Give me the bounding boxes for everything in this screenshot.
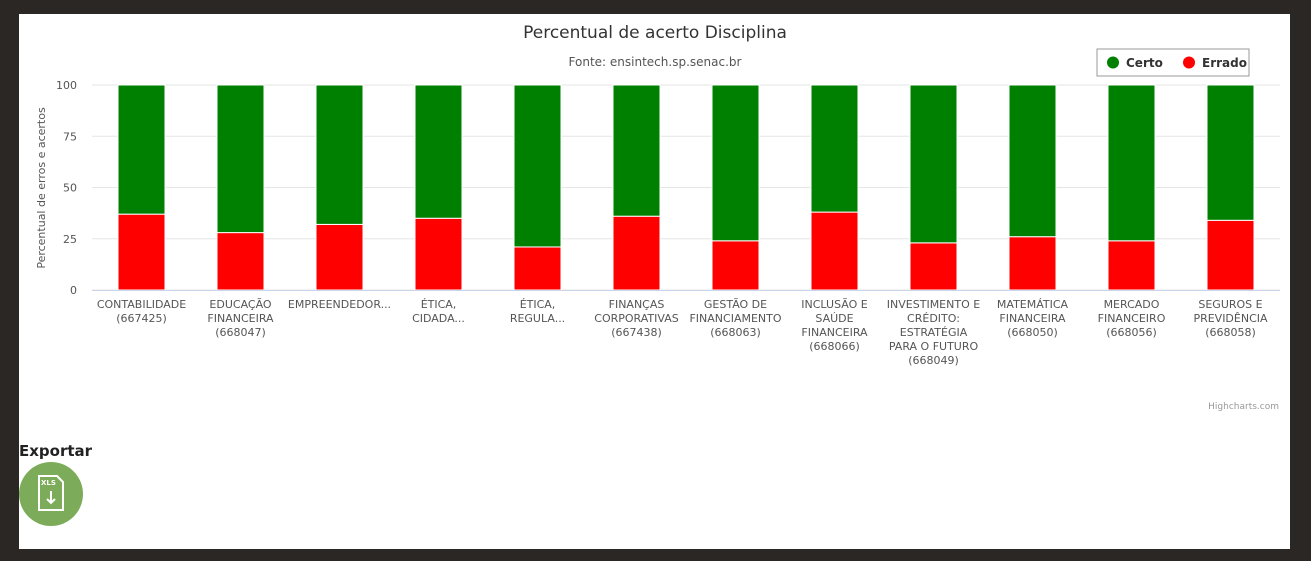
x-tick-label: ÉTICA, REGULA...: [510, 298, 565, 325]
xls-icon-arrow: [46, 491, 56, 505]
x-tick-line: MERCADO: [1104, 298, 1160, 311]
bar-segment: [909, 84, 958, 244]
x-tick-line: (668049): [908, 354, 959, 367]
bar-segment: [513, 84, 562, 248]
x-tick-line: EMPREENDEDOR...: [288, 298, 391, 311]
xls-icon-file: [38, 475, 64, 511]
x-tick-label: ÉTICA, CIDADA...: [412, 298, 465, 325]
x-tick-line: FINANCEIRA: [999, 312, 1066, 325]
x-tick-line: FINANCEIRA: [801, 326, 868, 339]
x-tick-line: INCLUSÃO E: [801, 298, 867, 311]
bar-segment: [1008, 84, 1057, 238]
bar-segment: [414, 84, 463, 219]
x-tick-line: (668056): [1106, 326, 1157, 339]
bar-segment: [117, 213, 166, 291]
legend-label: Errado: [1202, 56, 1247, 70]
x-tick-line: FINANCIAMENTO: [689, 312, 781, 325]
y-axis-title: Percentual de erros e acertos: [35, 107, 48, 269]
bar-segment: [117, 84, 166, 215]
x-tick-line: (667438): [611, 326, 662, 339]
x-tick-line: CIDADA...: [412, 312, 465, 325]
bar-segment: [1008, 236, 1057, 291]
x-tick-line: ÉTICA,: [520, 298, 556, 311]
bar-segment: [1206, 84, 1255, 221]
x-tick-line: (668063): [710, 326, 761, 339]
x-tick-line: GESTÃO DE: [704, 298, 767, 311]
bar-segment: [315, 223, 364, 291]
x-tick-label: MERCADO FINANCEIRO (668056): [1098, 298, 1166, 339]
x-tick-line: REGULA...: [510, 312, 565, 325]
x-tick-line: (668066): [809, 340, 860, 353]
y-tick-label: 100: [56, 79, 77, 92]
x-tick-line: CRÉDITO:: [907, 312, 960, 325]
x-tick-line: CONTABILIDADE: [97, 298, 186, 311]
chart-subtitle: Fonte: ensintech.sp.senac.br: [569, 55, 742, 69]
x-tick-line: PREVIDÊNCIA: [1193, 312, 1268, 325]
bar-segment: [1206, 219, 1255, 291]
x-tick-line: INVESTIMENTO E: [887, 298, 980, 311]
x-tick-line: PARA O FUTURO: [889, 340, 979, 353]
y-tick-label: 50: [63, 182, 77, 195]
x-tick-line: (667425): [116, 312, 167, 325]
x-tick-line: FINANÇAS: [609, 298, 665, 311]
x-tick-line: (668047): [215, 326, 266, 339]
x-tick-label: EDUCAÇÃO FINANCEIRA (668047): [207, 298, 274, 339]
legend-box: [1096, 48, 1250, 77]
bar-segment: [216, 232, 265, 291]
bar-segment: [513, 246, 562, 291]
x-tick-line: (668050): [1007, 326, 1058, 339]
x-tick-label: INCLUSÃO E SAÚDE FINANCEIRA (668066): [801, 298, 868, 353]
xls-button[interactable]: XLS: [19, 462, 83, 526]
y-tick-label: 0: [70, 284, 77, 297]
x-tick-line: FINANCEIRO: [1098, 312, 1166, 325]
bar-segment: [1107, 240, 1156, 291]
x-tick-label: MATEMÁTICA FINANCEIRA (668050): [997, 298, 1069, 339]
export-title: Exportar: [19, 442, 93, 460]
x-tick-label: INVESTIMENTO E CRÉDITO: ESTRATÉGIA PARA O F…: [887, 298, 980, 367]
chart: Percentual de acerto Disciplina Fonte: e…: [19, 23, 1280, 526]
x-tick-line: EDUCAÇÃO: [209, 298, 271, 311]
x-tick-line: (668058): [1205, 326, 1256, 339]
legend-label: Certo: [1126, 56, 1163, 70]
x-tick-line: MATEMÁTICA: [997, 298, 1069, 311]
legend-marker: [1107, 56, 1119, 69]
x-tick-line: ÉTICA,: [421, 298, 457, 311]
x-tick-label: CONTABILIDADE (667425): [97, 298, 186, 325]
y-tick-label: 25: [63, 233, 77, 246]
x-tick-label: FINANÇAS CORPORATIVAS (667438): [594, 298, 678, 339]
credits: Highcharts.com: [1208, 402, 1279, 412]
bar-segment: [909, 242, 958, 291]
panel: Percentual de acerto Disciplina Fonte: e…: [19, 14, 1290, 549]
x-tick-label: GESTÃO DE FINANCIAMENTO (668063): [689, 298, 781, 339]
bar-segment: [810, 84, 859, 213]
x-tick-line: CORPORATIVAS: [594, 312, 678, 325]
bar-segment: [711, 240, 760, 291]
chart-title: Percentual de acerto Disciplina: [523, 23, 787, 43]
x-tick-line: ESTRATÉGIA: [900, 326, 968, 339]
x-tick-line: SEGUROS E: [1198, 298, 1262, 311]
bar-segment: [612, 84, 661, 217]
bar-segment: [216, 84, 265, 234]
x-tick-line: FINANCEIRA: [207, 312, 274, 325]
legend-marker: [1183, 56, 1195, 69]
bar-segment: [810, 211, 859, 291]
bar-segment: [1107, 84, 1156, 242]
xls-icon-label: XLS: [41, 479, 56, 487]
bar-segment: [612, 215, 661, 291]
x-tick-label: SEGUROS E PREVIDÊNCIA (668058): [1193, 298, 1268, 339]
bar-segment: [315, 84, 364, 225]
y-tick-label: 75: [63, 130, 77, 143]
x-tick-line: SAÚDE: [815, 312, 853, 325]
bar-segment: [711, 84, 760, 242]
x-tick-label: EMPREENDEDOR...: [288, 298, 391, 311]
bar-segment: [414, 217, 463, 291]
